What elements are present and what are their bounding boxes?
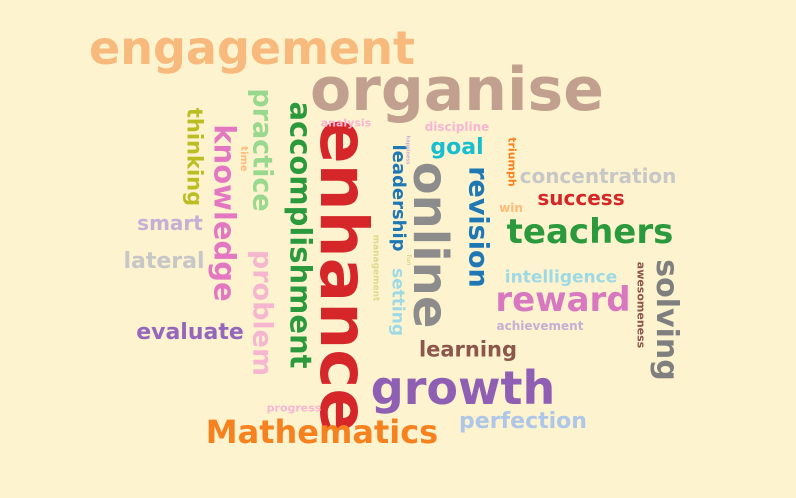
word-analysis: analysis	[320, 116, 372, 130]
word-concentration: concentration	[519, 164, 677, 188]
word-mathematics: Mathematics	[205, 413, 439, 451]
word-problem: problem	[246, 249, 278, 377]
word-achievement: achievement	[496, 319, 584, 333]
word-practice: practice	[246, 88, 278, 212]
word-fun: fun	[405, 254, 412, 266]
word-revision: revision	[462, 166, 494, 288]
word-perfection: perfection	[459, 409, 587, 434]
word-thinking: thinking	[182, 107, 207, 207]
word-progress: progress	[266, 401, 322, 415]
word-awesomeness: awesomeness	[634, 261, 648, 349]
word-accomplishment: accomplishment	[283, 101, 318, 369]
word-lateral: lateral	[123, 249, 205, 274]
word-reward: reward	[495, 280, 631, 320]
word-growth: growth	[370, 361, 556, 415]
word-knowledge: knowledge	[207, 124, 242, 302]
word-success: success	[537, 186, 625, 210]
word-time: time	[238, 146, 249, 172]
word-learning: learning	[418, 337, 518, 362]
word-online: online	[402, 161, 458, 329]
word-evaluate: evaluate	[136, 320, 244, 345]
word-goal: goal	[430, 135, 484, 160]
word-triumph: triumph	[505, 137, 519, 187]
word-management: management	[370, 234, 381, 302]
word-solving: solving	[649, 259, 684, 381]
word-happiness: happiness	[404, 135, 411, 165]
word-win: win	[499, 201, 523, 215]
word-teachers: teachers	[506, 212, 674, 252]
word-enhance: enhance	[305, 118, 382, 434]
word-discipline: discipline	[424, 120, 490, 134]
word-smart: smart	[137, 211, 203, 235]
word-setting: setting	[387, 268, 408, 336]
word-organise: organise	[310, 55, 604, 125]
word-engagement: engagement	[89, 21, 415, 75]
word-intelligence: intelligence	[504, 267, 618, 288]
